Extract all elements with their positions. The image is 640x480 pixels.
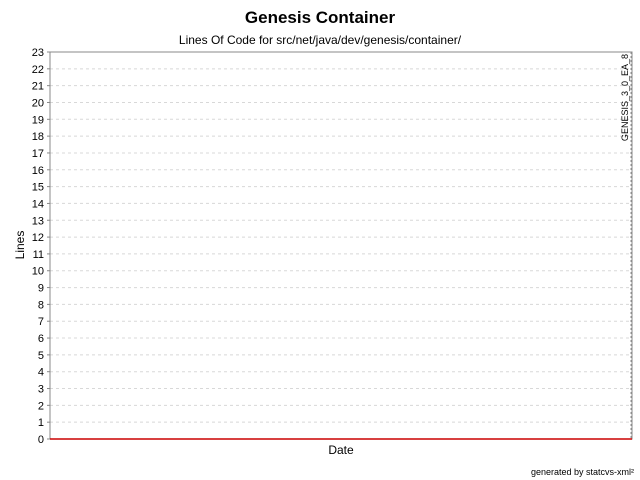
x-axis-label: Date [328, 443, 354, 457]
y-tick-label: 10 [32, 266, 44, 278]
y-tick-label: 20 [32, 97, 44, 109]
y-tick-label: 8 [38, 299, 44, 311]
y-tick-label: 12 [32, 232, 44, 244]
y-axis-label: Lines [13, 231, 27, 260]
chart-subtitle: Lines Of Code for src/net/java/dev/genes… [179, 33, 462, 47]
y-tick-label: 7 [38, 316, 44, 328]
y-tick-label: 5 [38, 350, 44, 362]
version-marker-label: GENESIS_3_0_EA_8 [620, 54, 630, 141]
y-tick-label: 19 [32, 114, 44, 126]
y-tick-label: 21 [32, 81, 44, 93]
y-tick-label: 0 [38, 434, 44, 446]
y-tick-label: 9 [38, 283, 44, 295]
y-tick-label: 6 [38, 333, 44, 345]
y-tick-label: 11 [33, 249, 44, 261]
y-tick-label: 22 [32, 64, 44, 76]
markers: GENESIS_3_0_EA_8 [620, 52, 632, 439]
y-tick-label: 14 [32, 198, 44, 210]
grid [50, 51, 632, 423]
y-tick-label: 2 [38, 400, 44, 412]
chart-title: Genesis Container [245, 8, 396, 27]
y-tick-label: 23 [32, 47, 44, 59]
footer-credit: generated by statcvs-xml² [531, 467, 634, 477]
y-tick-label: 16 [32, 165, 44, 177]
plot-area [50, 52, 632, 439]
y-tick-label: 18 [32, 131, 44, 143]
y-tick-label: 1 [38, 417, 44, 429]
y-tick-label: 17 [32, 148, 44, 160]
y-tick-label: 4 [38, 367, 44, 379]
y-tick-label: 3 [38, 384, 44, 396]
y-tick-label: 13 [32, 215, 44, 227]
y-tick-label: 15 [32, 182, 44, 194]
